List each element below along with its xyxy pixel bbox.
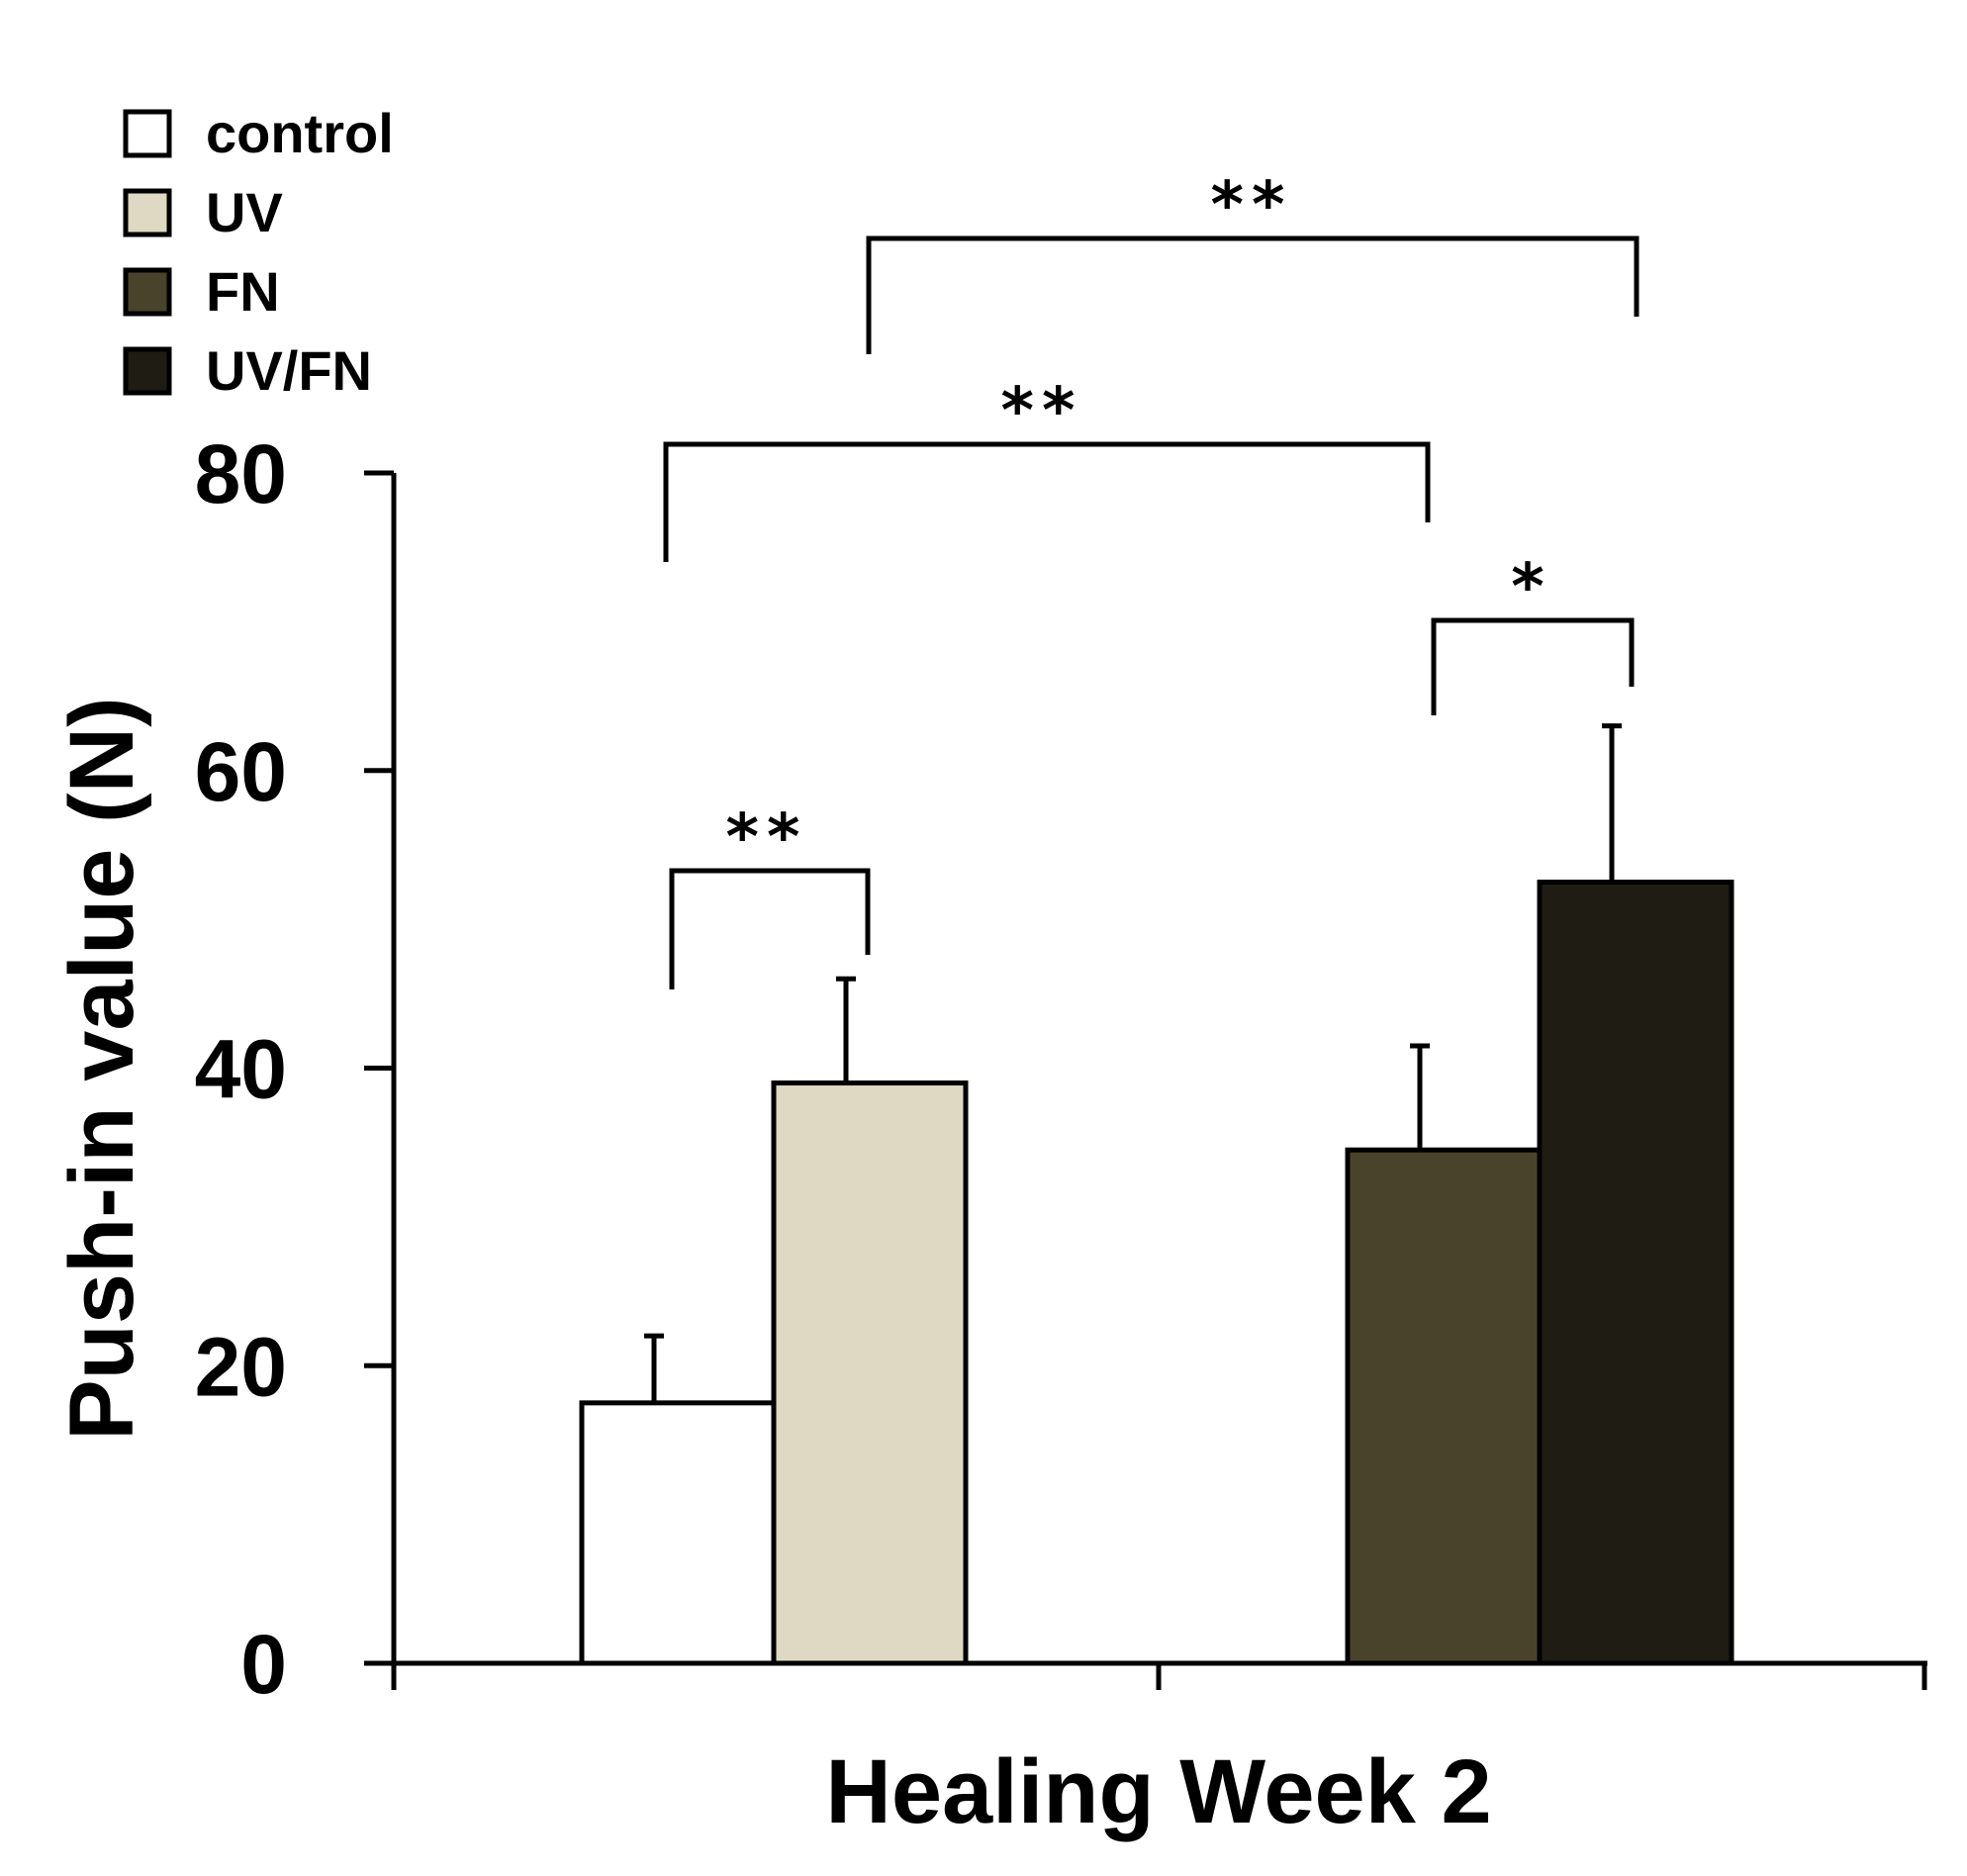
legend-swatch-uv-fn — [123, 346, 172, 396]
y-tick-label: 20 — [195, 1320, 287, 1413]
bar-uv — [771, 1080, 969, 1666]
legend-entry: control — [123, 102, 394, 164]
y-tick-label: 80 — [195, 427, 287, 520]
legend-swatch-uv — [123, 188, 172, 237]
legend-swatch-control — [123, 109, 172, 158]
legend-label-uv: UV — [206, 181, 283, 243]
legend-swatch-fn — [123, 267, 172, 317]
significance-bracket — [1431, 617, 1635, 715]
legend-label-control: control — [206, 102, 394, 164]
legend-entry: UV/FN — [123, 339, 372, 402]
legend-label-uv-fn: UV/FN — [206, 339, 372, 402]
bar-control — [579, 1400, 777, 1666]
error-bars — [644, 723, 1622, 1403]
significance-label: ** — [1211, 169, 1293, 242]
significance-bracket — [669, 868, 871, 989]
x-axis-title: Healing Week 2 — [825, 1741, 1491, 1842]
legend-entry: UV — [123, 181, 283, 243]
significance-brackets: ******* — [663, 169, 1639, 989]
bars — [579, 880, 1734, 1666]
bar-uv-fn — [1537, 880, 1734, 1666]
significance-bracket — [866, 235, 1639, 354]
significance-label: ** — [726, 801, 808, 875]
y-tick-label: 0 — [240, 1618, 287, 1711]
y-tick-label: 60 — [195, 725, 287, 818]
y-axis-ticks: 0 20 40 60 80 — [195, 427, 394, 1711]
legend: control UV FN UV/FN — [123, 102, 394, 402]
y-axis-title: Push-in value (N) — [51, 697, 152, 1440]
significance-label: ** — [1001, 375, 1083, 448]
bar-fn — [1345, 1147, 1543, 1666]
legend-label-fn: FN — [206, 260, 280, 323]
significance-bracket — [663, 441, 1431, 562]
legend-entry: FN — [123, 260, 280, 323]
y-tick-label: 40 — [195, 1023, 287, 1116]
significance-label: * — [1511, 551, 1551, 624]
